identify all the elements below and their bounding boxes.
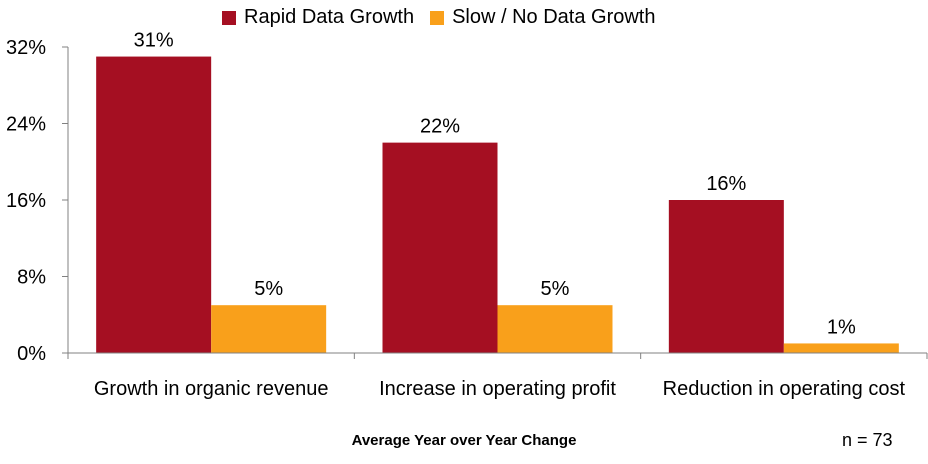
data-label: 16% [706, 173, 746, 195]
data-label: 31% [134, 30, 174, 52]
bar-rapid-2 [668, 200, 784, 353]
legend-item-rapid: Rapid Data Growth [222, 6, 414, 29]
bar-slow-1 [497, 305, 613, 353]
data-label: 22% [420, 116, 460, 138]
data-label: 5% [541, 278, 570, 300]
bar-slow-0 [211, 305, 327, 353]
legend-label-slow: Slow / No Data Growth [452, 6, 656, 28]
y-tick-label: 16% [6, 190, 46, 212]
y-tick-label: 0% [17, 343, 46, 365]
legend-swatch-slow [430, 10, 445, 25]
data-label: 1% [827, 316, 856, 338]
x-tick-label: Growth in organic revenue [94, 378, 329, 400]
data-label: 5% [254, 278, 283, 300]
x-tick-label: Reduction in operating cost [663, 378, 906, 400]
x-tick-label: Increase in operating profit [379, 378, 616, 400]
legend-swatch-rapid [222, 10, 236, 25]
legend-label-rapid: Rapid Data Growth [244, 6, 415, 28]
legend-item-slow: Slow / No Data Growth [430, 6, 656, 29]
y-tick-label: 8% [17, 267, 46, 289]
sample-size-note: n = 73 [842, 430, 893, 450]
x-axis-title: Average Year over Year Change [351, 432, 577, 449]
bar-rapid-1 [382, 142, 498, 353]
y-tick-label: 24% [6, 114, 46, 136]
bar-slow-2 [783, 343, 899, 353]
y-tick-label: 32% [6, 37, 46, 59]
bar-rapid-0 [96, 56, 212, 353]
legend: Rapid Data Growth Slow / No Data Growth [222, 6, 672, 29]
